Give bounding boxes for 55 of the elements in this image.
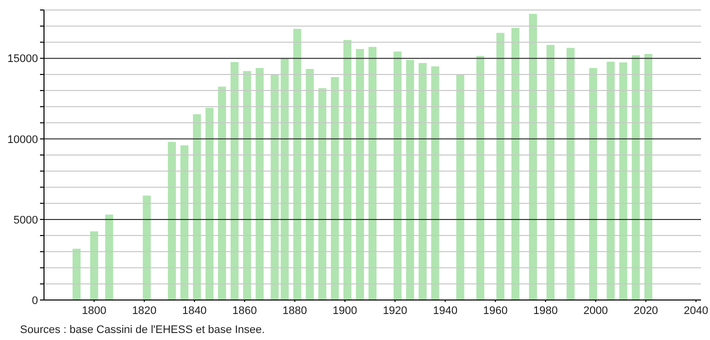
bar <box>644 54 652 300</box>
y-tick-label: 10000 <box>7 134 38 146</box>
bar <box>72 248 81 300</box>
x-tick-label: 2040 <box>684 304 708 317</box>
x-tick-label: 2000 <box>583 304 608 317</box>
bar <box>496 32 504 300</box>
bar <box>619 62 628 300</box>
bar <box>243 71 252 300</box>
bar <box>343 40 352 300</box>
bar <box>270 74 279 300</box>
x-tick-label: 1920 <box>382 304 408 317</box>
bar <box>330 77 339 300</box>
y-tick-label: 0 <box>32 294 38 307</box>
bar <box>230 62 239 300</box>
bar <box>256 68 264 300</box>
bar <box>280 58 289 300</box>
x-tick-label: 1800 <box>82 304 106 317</box>
bar <box>192 114 201 300</box>
bar <box>406 60 414 300</box>
bar <box>511 28 520 300</box>
bar <box>566 48 575 300</box>
x-tick-label: 1820 <box>132 304 157 317</box>
bar <box>394 52 402 300</box>
bar <box>105 214 114 300</box>
bar <box>168 142 176 300</box>
bar <box>546 44 555 300</box>
bar <box>528 14 537 300</box>
x-tick-label: 1980 <box>533 304 558 317</box>
bar <box>306 68 314 300</box>
bar <box>180 145 188 300</box>
x-tick-label: 1900 <box>332 304 358 317</box>
bar <box>606 62 615 300</box>
bar <box>356 48 364 300</box>
bar <box>589 68 598 300</box>
bar <box>293 28 302 300</box>
bar <box>431 66 440 300</box>
x-tick-label: 1860 <box>232 304 257 317</box>
bar <box>476 56 484 300</box>
x-tick-label: 1840 <box>182 304 207 317</box>
y-tick-label: 5000 <box>14 214 38 226</box>
bar <box>632 55 640 300</box>
bar <box>368 46 376 300</box>
bar <box>142 196 151 300</box>
x-tick-label: 2020 <box>634 304 658 317</box>
bar <box>205 108 214 300</box>
y-tick-label: 15000 <box>7 53 38 66</box>
x-tick-label: 1940 <box>432 304 458 317</box>
bar <box>90 231 98 300</box>
bar <box>418 63 427 300</box>
bar <box>218 86 226 300</box>
bar <box>318 88 326 300</box>
bar <box>456 74 464 300</box>
x-tick-label: 1880 <box>282 304 308 317</box>
source-note: Sources : base Cassini de l'EHESS et base Insee. <box>20 324 266 336</box>
x-tick-label: 1960 <box>483 304 508 317</box>
